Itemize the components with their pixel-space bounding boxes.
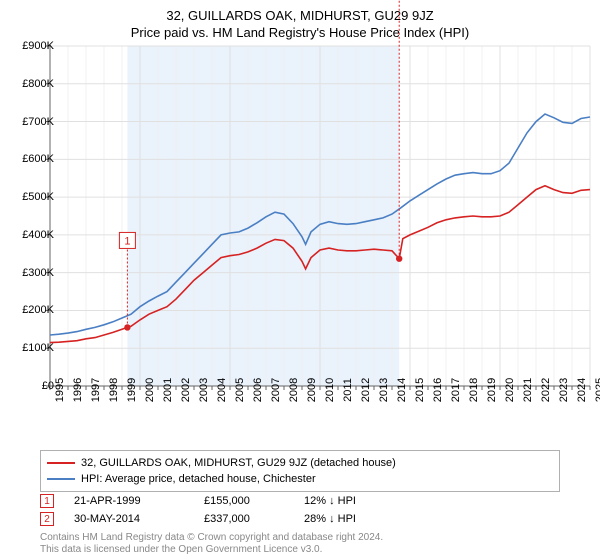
x-tick-label: 2004 (216, 378, 228, 402)
x-tick-label: 2015 (414, 378, 426, 402)
x-tick-label: 2014 (396, 378, 408, 402)
legend-label-price-paid: 32, GUILLARDS OAK, MIDHURST, GU29 9JZ (d… (81, 457, 396, 469)
sale-rel-1: 12% ↓ HPI (304, 495, 404, 507)
x-tick-label: 2025 (594, 378, 600, 402)
sale-price-1: £155,000 (204, 495, 304, 507)
sales-table: 1 21-APR-1999 £155,000 12% ↓ HPI 2 30-MA… (40, 492, 404, 528)
x-tick-label: 2020 (504, 378, 516, 402)
y-tick-label: £400K (4, 229, 54, 241)
attribution-line-1: Contains HM Land Registry data © Crown c… (40, 532, 383, 544)
x-tick-label: 2021 (522, 378, 534, 402)
x-tick-label: 1997 (90, 378, 102, 402)
y-tick-label: £300K (4, 267, 54, 279)
x-tick-label: 2000 (144, 378, 156, 402)
legend-swatch-hpi (47, 478, 75, 480)
y-tick-label: £600K (4, 153, 54, 165)
sale-row-2: 2 30-MAY-2014 £337,000 28% ↓ HPI (40, 510, 404, 528)
x-tick-label: 2009 (306, 378, 318, 402)
sale-price-2: £337,000 (204, 513, 304, 525)
sale-row-1: 1 21-APR-1999 £155,000 12% ↓ HPI (40, 492, 404, 510)
x-tick-label: 1996 (72, 378, 84, 402)
x-tick-label: 2017 (450, 378, 462, 402)
svg-text:1: 1 (124, 235, 130, 247)
legend-swatch-price-paid (47, 462, 75, 464)
x-tick-label: 2003 (198, 378, 210, 402)
x-tick-label: 2007 (270, 378, 282, 402)
sale-date-1: 21-APR-1999 (74, 495, 204, 507)
chart-container: 32, GUILLARDS OAK, MIDHURST, GU29 9JZ Pr… (0, 0, 600, 560)
sale-rel-2: 28% ↓ HPI (304, 513, 404, 525)
sale-marker-2: 2 (40, 512, 54, 526)
legend-item-hpi: HPI: Average price, detached house, Chic… (47, 471, 553, 487)
x-tick-label: 1998 (108, 378, 120, 402)
x-tick-label: 2008 (288, 378, 300, 402)
x-tick-label: 2010 (324, 378, 336, 402)
y-tick-label: £500K (4, 191, 54, 203)
sale-marker-1: 1 (40, 494, 54, 508)
y-tick-label: £900K (4, 40, 54, 52)
legend-label-hpi: HPI: Average price, detached house, Chic… (81, 473, 316, 485)
x-tick-label: 2002 (180, 378, 192, 402)
attribution: Contains HM Land Registry data © Crown c… (40, 532, 383, 556)
x-tick-label: 2001 (162, 378, 174, 402)
sale-date-2: 30-MAY-2014 (74, 513, 204, 525)
x-tick-label: 2019 (486, 378, 498, 402)
y-tick-label: £0 (4, 380, 54, 392)
x-tick-label: 2022 (540, 378, 552, 402)
y-tick-label: £800K (4, 78, 54, 90)
x-tick-label: 1995 (54, 378, 66, 402)
x-tick-label: 2013 (378, 378, 390, 402)
x-tick-label: 1999 (126, 378, 138, 402)
legend: 32, GUILLARDS OAK, MIDHURST, GU29 9JZ (d… (40, 450, 560, 492)
attribution-line-2: This data is licensed under the Open Gov… (40, 544, 383, 556)
y-tick-label: £700K (4, 116, 54, 128)
legend-item-price-paid: 32, GUILLARDS OAK, MIDHURST, GU29 9JZ (d… (47, 455, 553, 471)
x-tick-label: 2011 (342, 378, 354, 402)
y-tick-label: £200K (4, 304, 54, 316)
x-tick-label: 2005 (234, 378, 246, 402)
x-tick-label: 2024 (576, 378, 588, 402)
y-tick-label: £100K (4, 342, 54, 354)
x-tick-label: 2012 (360, 378, 372, 402)
x-tick-label: 2006 (252, 378, 264, 402)
x-tick-label: 2023 (558, 378, 570, 402)
x-tick-label: 2016 (432, 378, 444, 402)
x-tick-label: 2018 (468, 378, 480, 402)
